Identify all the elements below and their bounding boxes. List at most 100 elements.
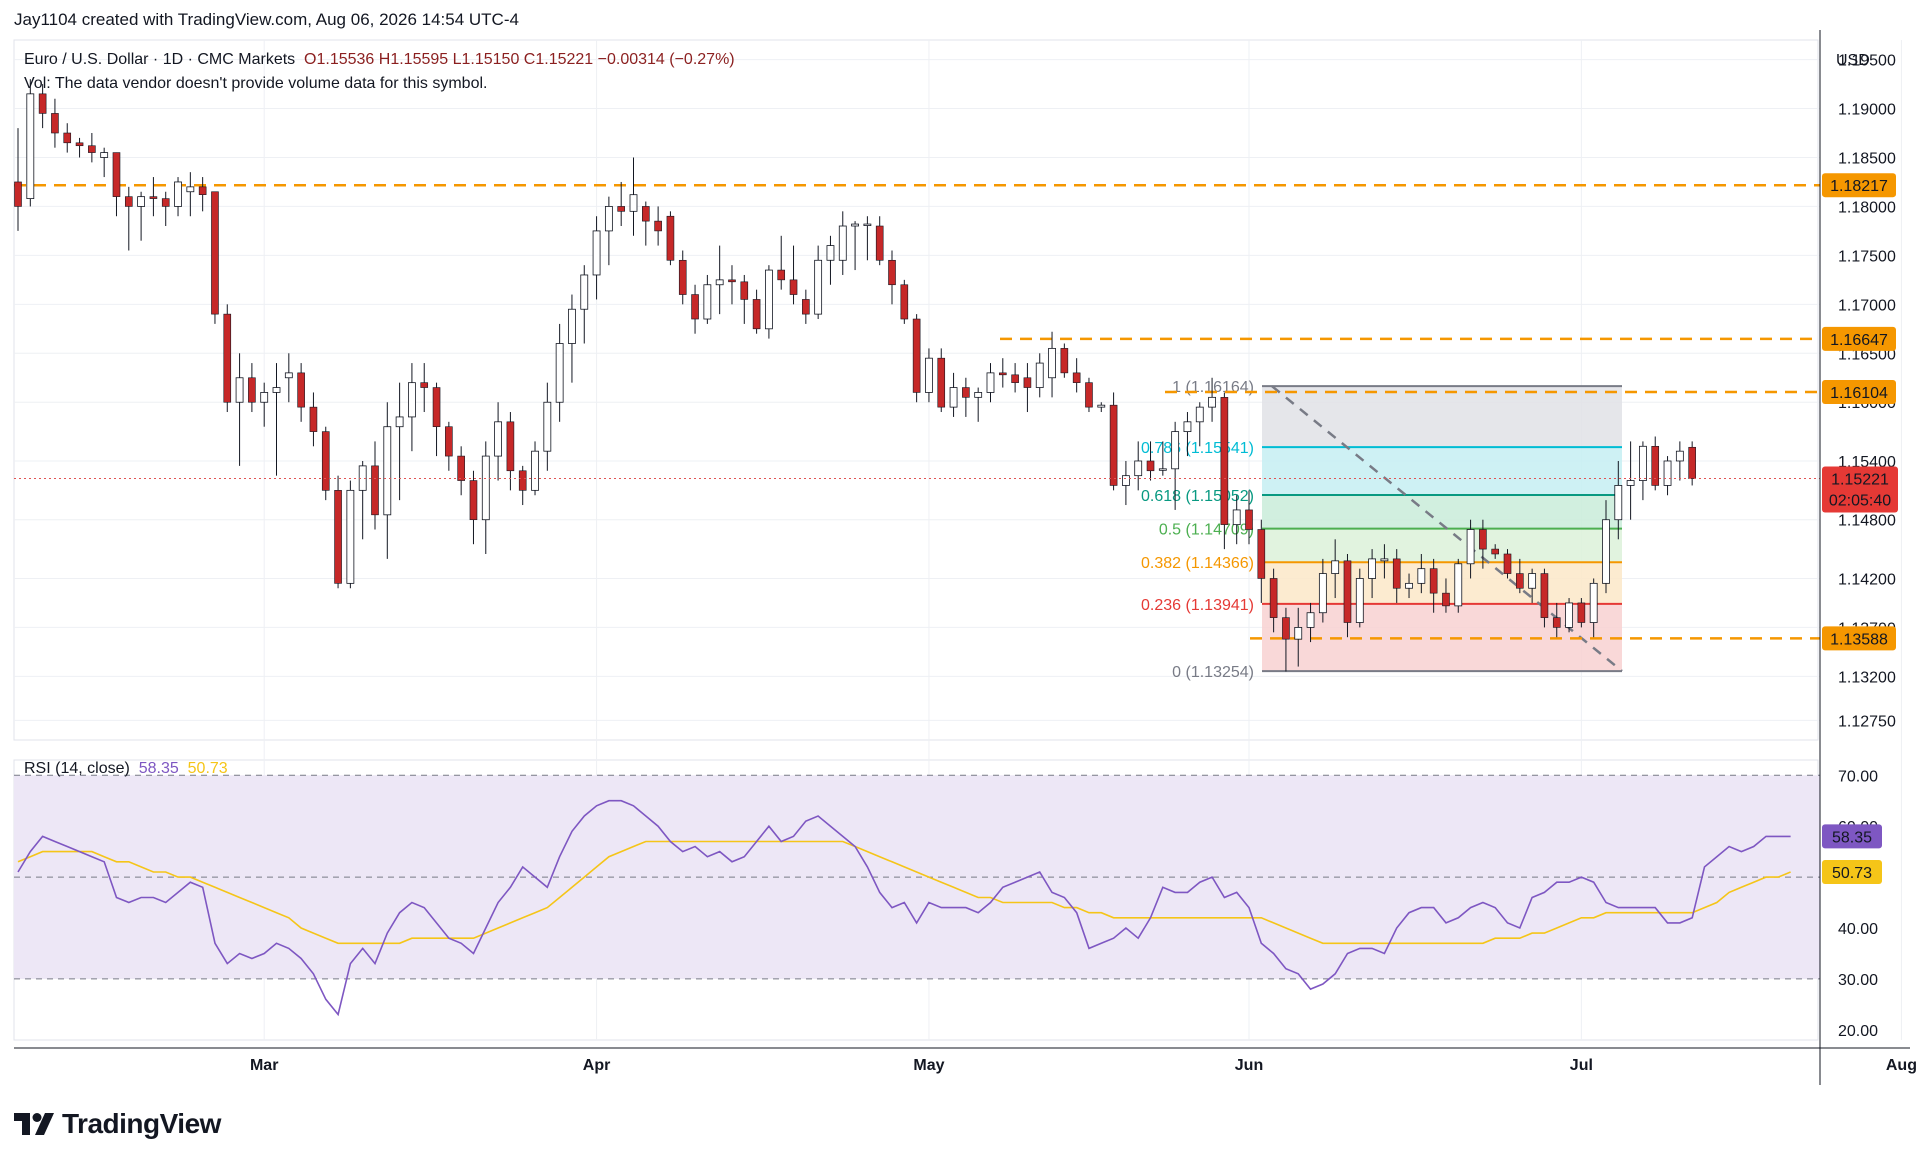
candle-body — [1257, 529, 1266, 579]
candle-body — [1417, 568, 1426, 584]
candle-body — [1343, 560, 1352, 623]
candle-body — [1639, 445, 1647, 481]
candle-body — [1675, 450, 1684, 462]
candle-body — [408, 382, 416, 418]
candle-body — [765, 269, 773, 330]
rsi-ma-badge — [1822, 860, 1882, 884]
fib-level-label: 1 (1.16164) — [1172, 379, 1254, 396]
fib-zone — [1262, 562, 1622, 604]
candle-body — [617, 206, 625, 212]
candle-body — [1269, 578, 1278, 618]
rsi-tick-label: 70.00 — [1838, 768, 1878, 785]
candle-body — [728, 279, 736, 283]
month-label: May — [913, 1057, 944, 1074]
candle-body — [1282, 617, 1290, 640]
candle-body — [986, 372, 995, 393]
price-level-badge — [1822, 380, 1896, 405]
candle-body — [900, 284, 909, 320]
fib-zone — [1262, 386, 1622, 448]
candle-body — [100, 152, 109, 158]
candle-body — [1392, 558, 1401, 589]
candle-body — [395, 416, 404, 428]
fib-trendline — [1271, 385, 1623, 673]
candle-body — [1602, 519, 1610, 584]
price-pane-frame — [13, 39, 1819, 741]
candle-body — [51, 113, 59, 134]
countdown-label: 02:05:40 — [1829, 493, 1891, 510]
candle-body — [371, 465, 379, 516]
candle-body — [888, 259, 896, 286]
candle-body — [691, 294, 699, 320]
candle-body — [506, 421, 515, 472]
price-level-badge-label: 1.16104 — [1830, 385, 1888, 402]
rsi-label[interactable]: RSI (14, close) — [24, 760, 130, 777]
rsi-value-badge — [1822, 824, 1882, 849]
price-level-badge-label: 1.18217 — [1830, 178, 1888, 195]
candle-body — [88, 145, 96, 153]
candle-body — [161, 198, 170, 207]
month-label: Jul — [1570, 1057, 1593, 1074]
candle-body — [445, 426, 453, 457]
volume-note: Vol: The data vendor doesn't provide vol… — [24, 75, 488, 92]
rsi-value: 58.35 — [138, 760, 179, 777]
candle-body — [1355, 578, 1364, 623]
price-legend: Euro / U.S. Dollar · 1D · CMC Markets O1… — [24, 48, 735, 96]
candle-body — [1085, 382, 1093, 408]
candle-body — [1442, 592, 1450, 607]
candle-body — [814, 259, 823, 315]
candle-body — [1245, 509, 1253, 530]
candle-body — [531, 450, 539, 491]
candle-body — [875, 225, 884, 261]
candle-body — [863, 223, 872, 226]
candle-body — [1109, 404, 1118, 486]
candle-body — [235, 377, 244, 403]
candle-body — [1158, 468, 1167, 471]
month-label: Aug — [1886, 1057, 1917, 1074]
candle-body — [962, 387, 970, 398]
tradingview-logo[interactable]: TradingView — [14, 1108, 221, 1140]
chart-caption: Jay1104 created with TradingView.com, Au… — [14, 10, 519, 29]
candle-body — [642, 206, 650, 222]
candle-body — [137, 196, 146, 207]
candle-body — [998, 372, 1007, 376]
candle-body — [420, 382, 429, 388]
candle-body — [802, 299, 810, 315]
candle-body — [223, 313, 232, 403]
candle-body — [1429, 568, 1438, 594]
candle-body — [272, 387, 281, 393]
candle-body — [149, 196, 158, 199]
candle-body — [346, 489, 355, 584]
candle-body — [1220, 397, 1229, 525]
candle-body — [211, 191, 219, 315]
candle-body — [1577, 602, 1586, 623]
candle-body — [1565, 602, 1573, 628]
candle-body — [740, 281, 749, 300]
price-tick-label: 1.19000 — [1838, 102, 1896, 119]
candle-body — [1491, 548, 1499, 555]
candle-body — [1405, 582, 1413, 589]
candle-body — [1134, 460, 1143, 477]
candle-body — [1663, 460, 1672, 486]
candle-body — [1540, 573, 1549, 618]
candle-body — [1097, 404, 1106, 408]
candle-body — [580, 274, 589, 310]
candle-body — [1306, 612, 1315, 628]
candle-body — [1479, 529, 1487, 550]
candle-body — [777, 269, 786, 281]
price-level-badge-label: 1.13588 — [1830, 631, 1888, 648]
last-price-badge — [1822, 466, 1898, 513]
candle-body — [1368, 558, 1376, 579]
symbol-label[interactable]: Euro / U.S. Dollar · 1D · CMC Markets — [24, 51, 296, 68]
candle-body — [1023, 377, 1032, 388]
candle-body — [383, 426, 392, 516]
candle-body — [826, 245, 835, 261]
candle-body — [1171, 431, 1180, 470]
candle-body — [752, 299, 761, 330]
candle-body — [1146, 460, 1155, 472]
horizontal-levels — [14, 183, 1820, 640]
last-price-label: 1.15221 — [1831, 472, 1889, 489]
tradingview-logo-icon — [14, 1113, 54, 1135]
price-tick-label: 1.12750 — [1838, 713, 1896, 730]
candle-body — [1503, 553, 1512, 574]
candle-body — [1011, 374, 1019, 383]
